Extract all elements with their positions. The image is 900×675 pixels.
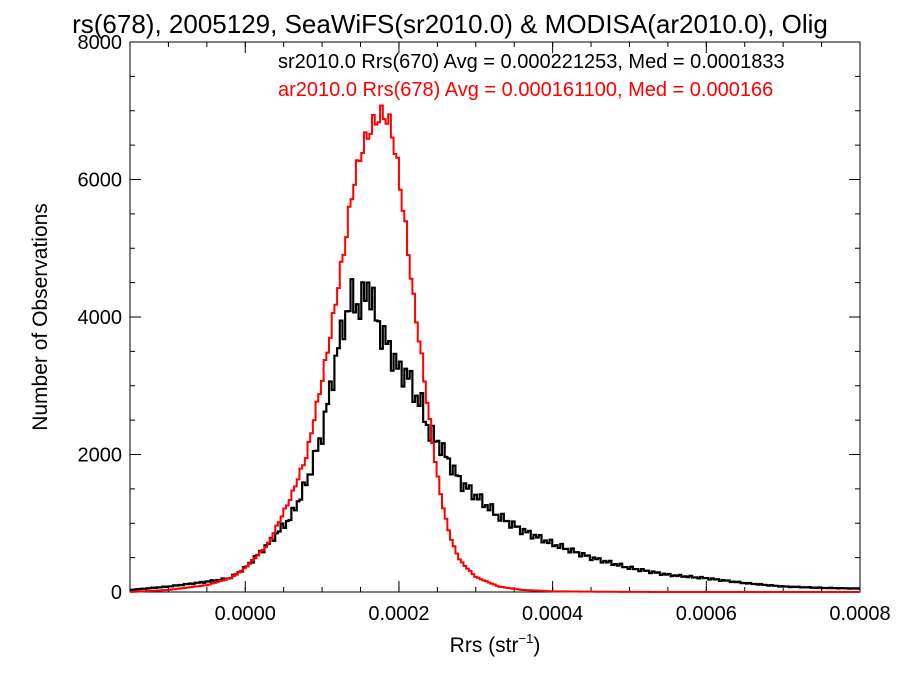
plot-frame [129, 41, 861, 593]
y-tick-labels: 0 2000 4000 6000 8000 [78, 32, 123, 604]
axis-ticks [130, 41, 861, 593]
histogram-series-black [130, 278, 860, 591]
x-axis-label-superscript: −1 [519, 631, 534, 646]
x-axis-label-main: Rrs (str [450, 634, 519, 657]
x-tick-label: 0.0004 [522, 603, 583, 625]
x-tick-label: 0.0008 [829, 603, 890, 625]
x-axis-label: Rrs (str−1) [450, 631, 541, 657]
annotation-ar2010: ar2010.0 Rrs(678) Avg = 0.000161100, Med… [278, 79, 773, 101]
y-tick-label: 4000 [78, 307, 123, 329]
x-tick-labels: 0.0000 0.0002 0.0004 0.0006 0.0008 [215, 603, 891, 625]
chart-title: rs(678), 2005129, SeaWiFS(sr2010.0) & MO… [72, 9, 828, 39]
y-tick-label: 0 [111, 582, 122, 604]
y-tick-label: 6000 [78, 170, 123, 192]
histogram-series-red [130, 104, 860, 593]
annotation-sr2010: sr2010.0 Rrs(670) Avg = 0.000221253, Med… [278, 51, 785, 73]
x-tick-label: 0.0000 [215, 603, 276, 625]
y-tick-label: 2000 [78, 445, 123, 467]
y-tick-label: 8000 [78, 32, 123, 54]
histogram-series [130, 104, 860, 593]
y-axis-label: Number of Observations [29, 203, 52, 431]
x-tick-label: 0.0002 [368, 603, 429, 625]
x-axis-label-close: ) [533, 634, 540, 657]
x-tick-label: 0.0006 [676, 603, 737, 625]
